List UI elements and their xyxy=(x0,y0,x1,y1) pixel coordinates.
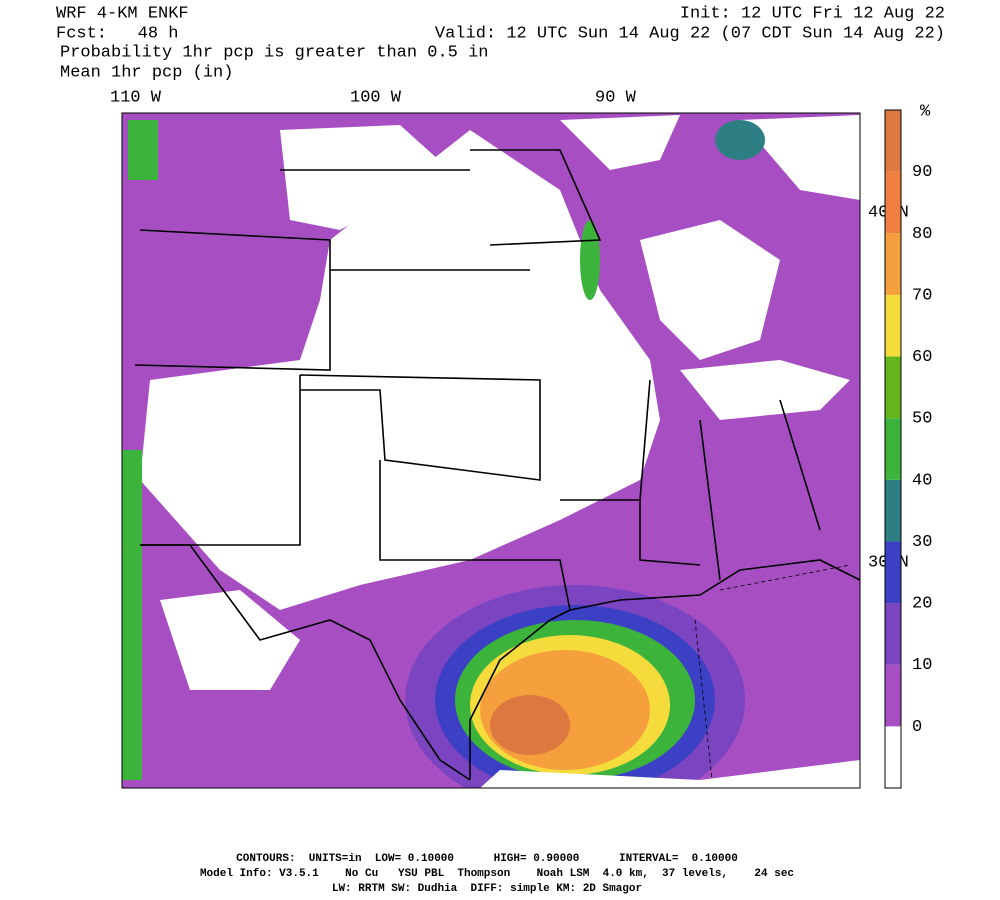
colorbar-swatch xyxy=(885,356,901,419)
colorbar-label: 90 xyxy=(912,163,932,182)
colorbar-swatch xyxy=(885,171,901,234)
colorbar-label: 80 xyxy=(912,225,932,244)
colorbar-label: 70 xyxy=(912,286,932,305)
colorbar-swatch xyxy=(885,479,901,542)
map xyxy=(121,112,861,789)
lon-label: 100 W xyxy=(350,88,402,107)
colorbar-label: 60 xyxy=(912,348,932,367)
colorbar-label: 50 xyxy=(912,410,932,429)
model-name: WRF 4-KM ENKF xyxy=(56,4,189,23)
colorbar-swatch xyxy=(885,294,901,357)
forecast-hour: Fcst: 48 h xyxy=(56,24,178,43)
footer-line: LW: RRTM SW: Dudhia DIFF: simple KM: 2D … xyxy=(332,883,642,895)
colorbar-swatch xyxy=(885,664,901,727)
colorbar-label: 10 xyxy=(912,656,932,675)
colorbar-unit: % xyxy=(920,102,931,121)
field-title: Mean 1hr pcp (in) xyxy=(60,63,233,82)
colorbar-label: 30 xyxy=(912,533,932,552)
colorbar-label: 20 xyxy=(912,595,932,614)
init-time: Init: 12 UTC Fri 12 Aug 22 xyxy=(680,4,945,23)
colorbar-swatch xyxy=(885,726,901,788)
colorbar-swatch xyxy=(885,233,901,295)
colorbar-swatch xyxy=(885,603,901,665)
colorbar-swatch xyxy=(885,110,901,172)
footer-line: CONTOURS: UNITS=in LOW= 0.10000 HIGH= 0.… xyxy=(236,853,738,865)
colorbar: 0 10 20 30 40 50 60 70 80 90 xyxy=(884,109,932,789)
colorbar-swatch xyxy=(885,418,901,480)
valid-time: Valid: 12 UTC Sun 14 Aug 22 (07 CDT Sun … xyxy=(435,24,945,43)
colorbar-frame xyxy=(884,109,902,789)
colorbar-swatch xyxy=(885,541,901,604)
lon-label: 90 W xyxy=(595,88,637,107)
field-title: Probability 1hr pcp is greater than 0.5 … xyxy=(60,43,488,62)
colorbar-label: 40 xyxy=(912,471,932,490)
lon-label: 110 W xyxy=(110,88,162,107)
footer-line: Model Info: V3.5.1 No Cu YSU PBL Thompso… xyxy=(200,868,794,880)
colorbar-label: 0 xyxy=(912,718,922,737)
